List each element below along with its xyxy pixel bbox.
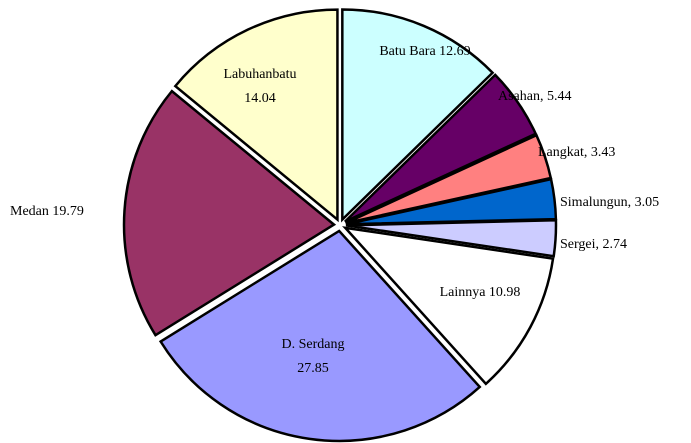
pie-slice <box>344 73 538 223</box>
slice-label: Asahan, 5.44 <box>498 89 572 104</box>
slice-label-line: Simalungun, 3.05 <box>560 195 659 210</box>
pie-slice <box>341 8 495 223</box>
slice-label-line: Asahan, 5.44 <box>498 89 572 104</box>
slice-label-line: D. Serdang <box>282 337 345 352</box>
slice-label-line: Medan 19.79 <box>10 204 84 219</box>
slice-label-line: Sergei, 2.74 <box>560 237 627 252</box>
slice-label: Lainnya 10.98 <box>440 285 521 300</box>
pie-slice <box>342 226 555 386</box>
slice-label-line: Langkat, 3.43 <box>538 145 615 160</box>
slice-label: Medan 19.79 <box>10 204 84 219</box>
slice-label-line: 14.04 <box>244 91 276 106</box>
pie-slice <box>122 89 337 337</box>
pie-slice <box>158 229 482 443</box>
pie-slice <box>173 8 339 223</box>
slice-label: Batu Bara 12.69 <box>379 44 470 59</box>
slice-label: D. Serdang 27.85 <box>282 337 345 376</box>
slice-label: Simalungun, 3.05 <box>560 195 659 210</box>
slice-label-line: Batu Bara 12.69 <box>379 44 470 59</box>
slice-label-line: Labuhanbatu <box>223 67 296 82</box>
slice-label-line: 27.85 <box>297 361 329 376</box>
slice-label: Langkat, 3.43 <box>538 145 615 160</box>
slice-label: Labuhanbatu 14.04 <box>223 67 296 106</box>
pie-slice <box>345 218 558 258</box>
slice-label-line: Lainnya 10.98 <box>440 285 521 300</box>
slice-label: Sergei, 2.74 <box>560 237 627 252</box>
